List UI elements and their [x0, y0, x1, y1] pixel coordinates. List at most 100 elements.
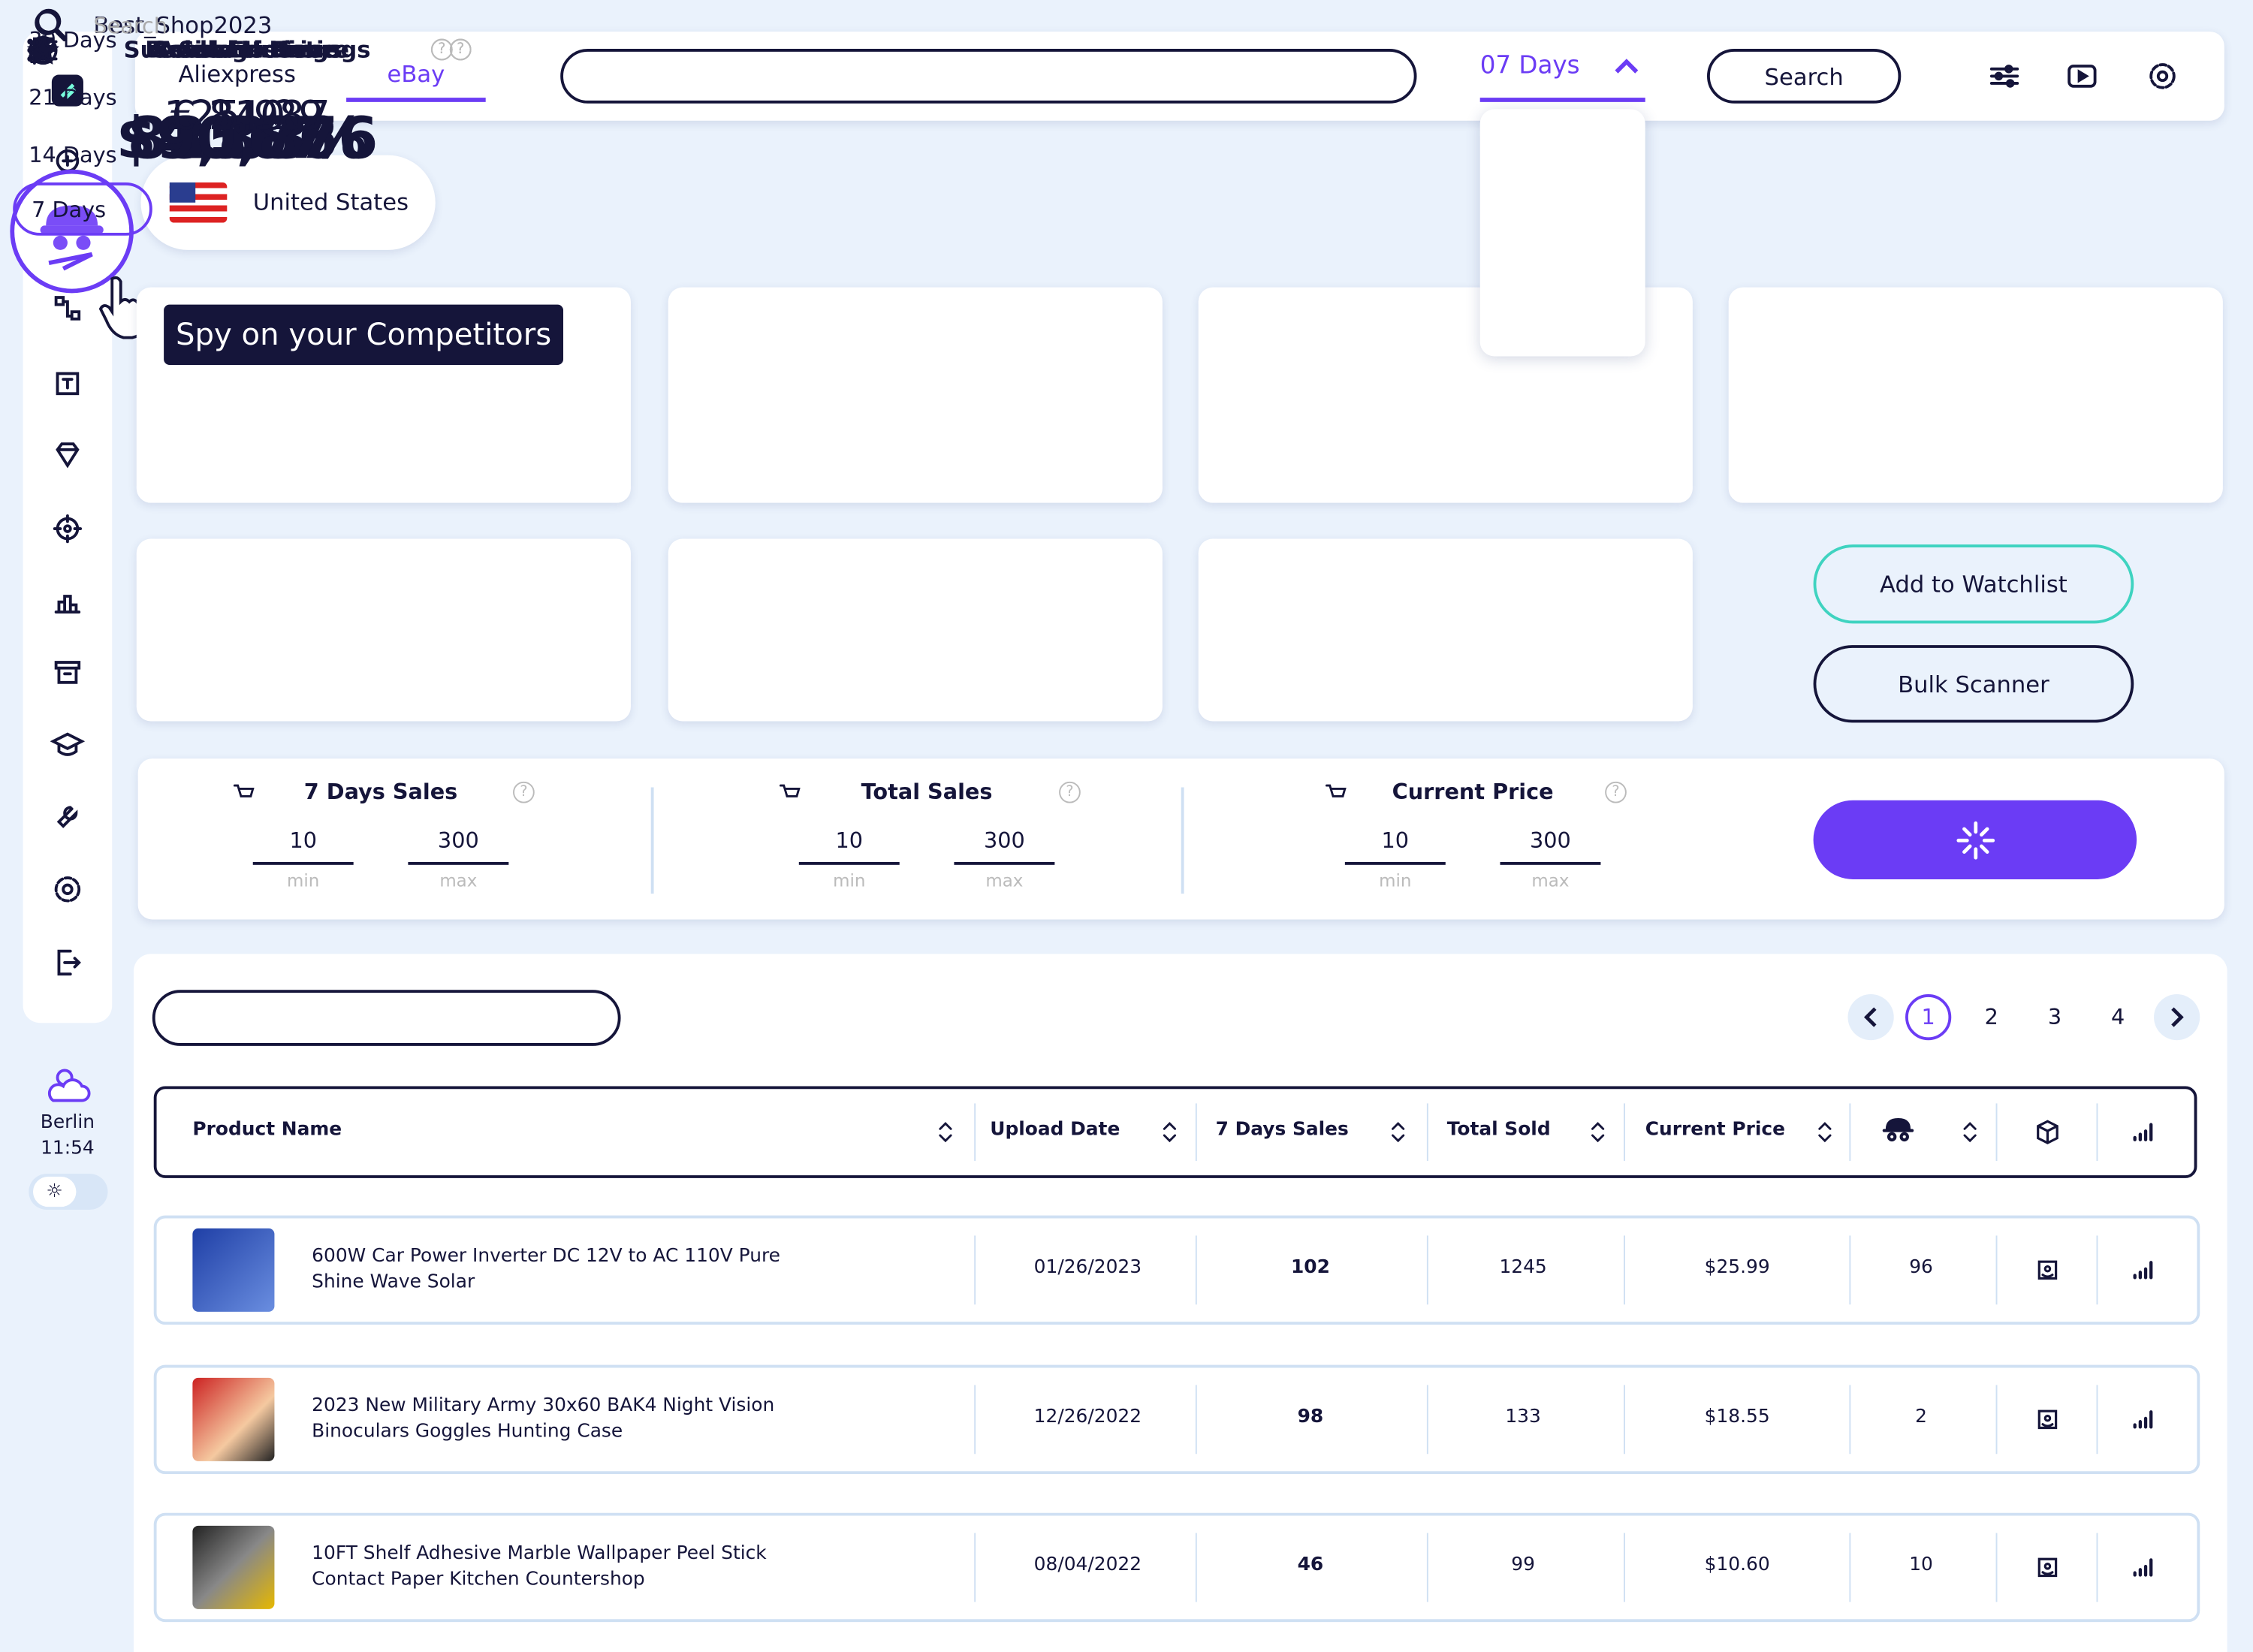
sort-icon[interactable]: [933, 1119, 958, 1144]
search-input[interactable]: [560, 49, 1417, 104]
range-label: max: [439, 870, 478, 891]
cell-divider: [1849, 1533, 1851, 1602]
amazon-icon[interactable]: [2033, 1256, 2061, 1284]
table-search[interactable]: [152, 990, 621, 1046]
page-next[interactable]: [2154, 994, 2200, 1041]
period-underline: [1479, 98, 1645, 102]
page-prev[interactable]: [1847, 994, 1894, 1041]
scan-button[interactable]: [1813, 800, 2137, 879]
table-row[interactable]: [153, 1215, 2200, 1325]
tab[interactable]: Aliexpress: [178, 60, 296, 88]
cell-divider: [1995, 1533, 1998, 1602]
amazon-icon[interactable]: [2033, 1404, 2061, 1433]
sort-icon[interactable]: [1157, 1119, 1182, 1144]
stat-value: 3567: [167, 106, 327, 173]
chart-icon[interactable]: [2130, 1406, 2155, 1431]
action-button[interactable]: Add to Watchlist: [1813, 544, 2134, 624]
filter-icon: [231, 780, 257, 806]
range-input[interactable]: 10: [798, 828, 900, 865]
sidebar-icon[interactable]: [50, 437, 85, 472]
cell-divider: [1624, 1384, 1625, 1454]
stat-label: Sales Earnings: [152, 35, 342, 64]
table-row[interactable]: [153, 1512, 2200, 1623]
column-header[interactable]: Product Name: [192, 1119, 342, 1141]
column-header[interactable]: Upload Date: [990, 1119, 1120, 1141]
help-icon: ?: [1605, 781, 1627, 803]
range-input[interactable]: 300: [1500, 828, 1601, 865]
range-label: min: [833, 870, 866, 891]
sidebar-icon[interactable]: [50, 872, 85, 906]
cell-divider: [1426, 1235, 1428, 1305]
range-input[interactable]: 10: [1344, 828, 1446, 865]
video-icon[interactable]: [2064, 59, 2099, 93]
period-select[interactable]: 07 Days: [1479, 51, 1580, 81]
table-cell: 1245: [1499, 1257, 1547, 1279]
filter-label: 7 Days Sales: [303, 779, 458, 805]
column-divider: [1195, 1103, 1197, 1161]
chart-icon[interactable]: [2130, 1257, 2155, 1283]
settings-icon[interactable]: [2146, 59, 2180, 93]
weather-icon: [44, 1060, 93, 1106]
search-button[interactable]: Search: [1707, 49, 1902, 104]
table-header: [153, 1086, 2197, 1178]
table-cell: 99: [1511, 1554, 1535, 1576]
table-cell: 98: [1297, 1406, 1324, 1427]
tab[interactable]: eBay: [387, 60, 445, 88]
period-option[interactable]: 14 Days: [29, 142, 117, 168]
stat-value: 4,876: [156, 106, 339, 173]
table-cell: 10: [1909, 1554, 1933, 1576]
table-cell: 102: [1290, 1257, 1330, 1279]
sort-icon[interactable]: [1385, 1119, 1410, 1144]
divider: [650, 787, 654, 894]
filters-icon[interactable]: [1987, 59, 2022, 93]
column-header[interactable]: Current Price: [1645, 1119, 1786, 1141]
sidebar-icon[interactable]: [50, 583, 85, 618]
range-input[interactable]: 10: [252, 828, 354, 865]
column-header[interactable]: 7 Days Sales: [1215, 1119, 1349, 1141]
chart-icon[interactable]: [2130, 1554, 2155, 1580]
sort-icon[interactable]: [1957, 1119, 1983, 1144]
product-name: 2023 New Military Army 30x60 BAK4 Night …: [312, 1394, 775, 1442]
page-number[interactable]: 1: [1905, 994, 1952, 1041]
table-cell: 46: [1297, 1554, 1324, 1576]
page-number[interactable]: 2: [1984, 1004, 1998, 1030]
product-image: [192, 1228, 275, 1312]
table-cell: 2: [1915, 1406, 1928, 1427]
stat-card: [668, 287, 1163, 503]
range-input[interactable]: 300: [954, 828, 1055, 865]
amazon-icon[interactable]: [2033, 1553, 2061, 1581]
range-input[interactable]: 300: [408, 828, 509, 865]
cell-divider: [1849, 1384, 1851, 1454]
table-cell: $18.55: [1704, 1406, 1770, 1427]
stat-label: Sold Items: [178, 35, 316, 64]
sidebar-icon[interactable]: [50, 291, 85, 326]
filter-icon: [777, 780, 803, 806]
tooltip: Spy on your Competitors: [164, 304, 564, 365]
stat-label: Active Listings: [152, 35, 342, 64]
sidebar-icon[interactable]: [50, 799, 85, 834]
sort-icon[interactable]: [1585, 1119, 1610, 1144]
theme-toggle[interactable]: ☼: [29, 1174, 108, 1210]
sidebar-icon[interactable]: [50, 727, 86, 761]
country: United States: [252, 188, 409, 216]
box-icon: [2033, 1118, 2061, 1147]
period-option[interactable]: 21 Days: [29, 84, 117, 111]
sidebar-icon[interactable]: [50, 945, 85, 980]
column-header[interactable]: Total Sold: [1446, 1119, 1551, 1141]
page-number[interactable]: 4: [2111, 1004, 2125, 1030]
page-number[interactable]: 3: [2047, 1004, 2062, 1030]
sort-icon[interactable]: [1812, 1119, 1838, 1144]
sidebar-icon[interactable]: [50, 366, 85, 401]
cell-divider: [974, 1533, 976, 1602]
time: 11:54: [41, 1138, 95, 1160]
logo: [51, 74, 83, 107]
cell-divider: [1624, 1235, 1625, 1305]
sidebar-icon[interactable]: [50, 655, 85, 689]
action-button[interactable]: Bulk Scanner: [1813, 645, 2134, 723]
period-option[interactable]: 7 Days: [13, 182, 152, 236]
sidebar-icon[interactable]: [50, 511, 85, 546]
table-row[interactable]: [153, 1364, 2200, 1474]
table-cell: 12/26/2022: [1033, 1406, 1142, 1427]
stat-card: [1728, 287, 2223, 503]
